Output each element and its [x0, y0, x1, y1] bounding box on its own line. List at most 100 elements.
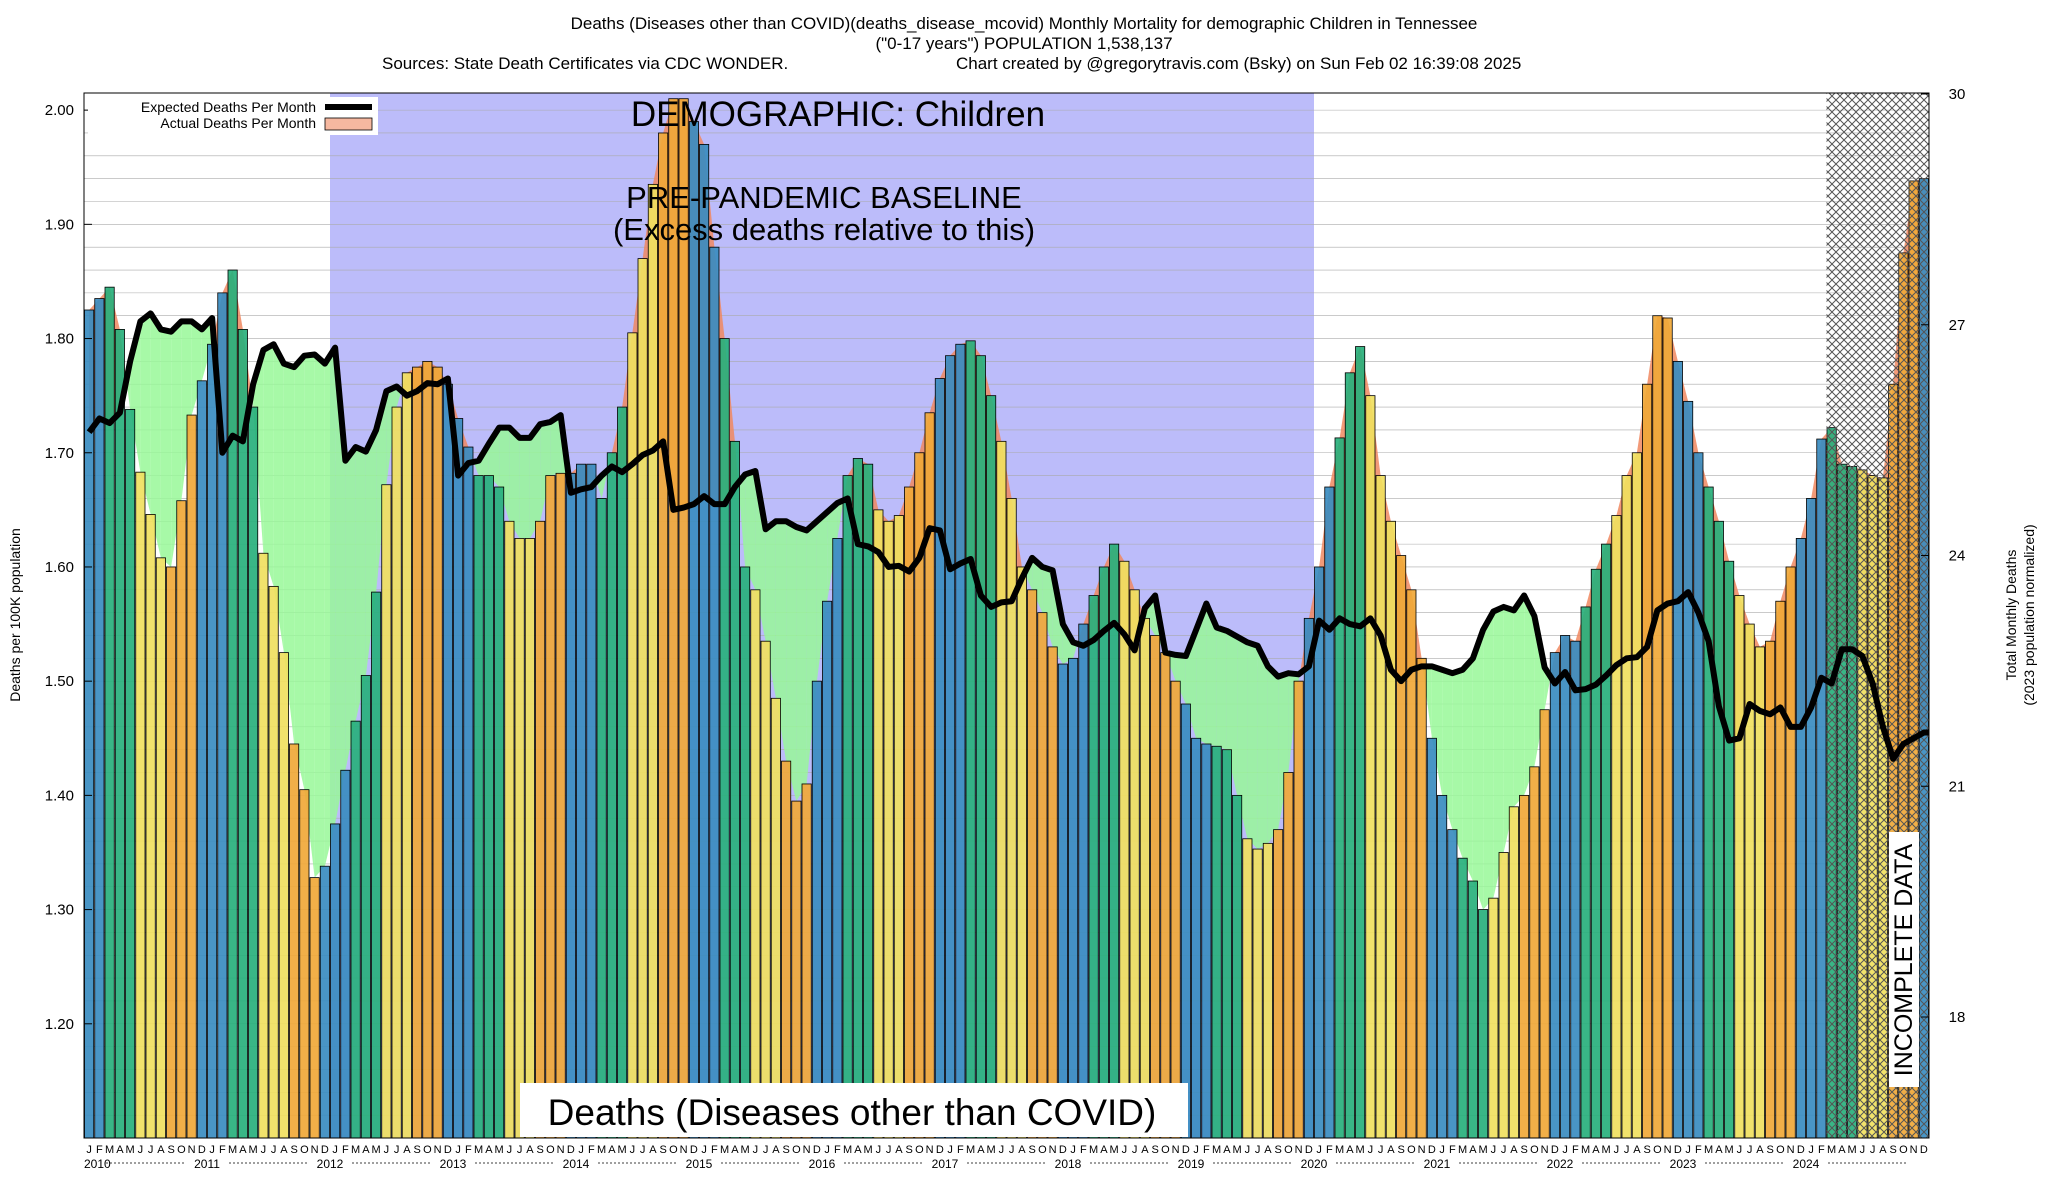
- x-month-label: S: [1643, 1144, 1650, 1156]
- bar: [1324, 486, 1335, 1138]
- bar: [1355, 346, 1366, 1138]
- sources-note: Sources: State Death Certificates via CD…: [382, 54, 789, 73]
- x-month-label: O: [1776, 1144, 1785, 1156]
- bar: [1437, 794, 1448, 1138]
- x-month-label: A: [649, 1144, 657, 1156]
- bar: [893, 515, 904, 1138]
- x-year-label: 2016: [809, 1157, 836, 1171]
- x-month-label: N: [1541, 1144, 1549, 1156]
- x-month-label: O: [300, 1144, 309, 1156]
- deficit-fill: [509, 427, 520, 539]
- deficit-fill: [376, 391, 387, 593]
- deficit-fill: [519, 437, 530, 539]
- bar: [1960, 249, 1969, 1138]
- incomplete-label-box: [1889, 832, 1919, 1087]
- legend-label-expected: Expected Deaths Per Month: [141, 99, 316, 115]
- x-month-label: J: [640, 1144, 646, 1156]
- bar: [155, 557, 166, 1138]
- y2-tick-label: 18: [1949, 1009, 1966, 1026]
- bar: [196, 380, 207, 1138]
- bar: [1139, 617, 1150, 1138]
- deficit-fill: [1431, 666, 1443, 796]
- x-month-label: N: [1910, 1144, 1918, 1156]
- x-month-label: S: [1397, 1144, 1404, 1156]
- deficit-fill: [499, 427, 510, 522]
- x-month-label: A: [1756, 1144, 1764, 1156]
- x-year-label: 2015: [686, 1157, 713, 1171]
- bar: [1078, 623, 1089, 1138]
- x-month-label: J: [1378, 1144, 1384, 1156]
- x-month-label: J: [138, 1144, 144, 1156]
- y-tick-label: 1.30: [45, 902, 74, 919]
- bar: [1365, 395, 1376, 1138]
- x-month-label: S: [1151, 1144, 1158, 1156]
- deficit-fill: [263, 344, 274, 587]
- deficit-fill: [1165, 652, 1176, 682]
- x-month-label: N: [1295, 1144, 1303, 1156]
- bar: [1242, 838, 1253, 1138]
- x-month-label: J: [1614, 1144, 1620, 1156]
- bar: [371, 591, 382, 1138]
- bar: [1570, 640, 1581, 1138]
- x-month-label: M: [1602, 1144, 1611, 1156]
- x-month-label: A: [1879, 1144, 1887, 1156]
- y-tick-label: 1.60: [45, 559, 74, 576]
- deficit-fill: [283, 363, 295, 744]
- bar: [1191, 737, 1202, 1138]
- x-month-label: F: [1203, 1144, 1210, 1156]
- x-month-label: D: [936, 1144, 944, 1156]
- bar: [617, 406, 628, 1138]
- bar: [2001, 339, 2010, 1138]
- bar: [258, 552, 269, 1138]
- bar: [873, 509, 884, 1138]
- x-month-label: A: [403, 1144, 411, 1156]
- x-month-label: J: [1316, 1144, 1322, 1156]
- x-month-label: F: [1080, 1144, 1087, 1156]
- bar: [709, 246, 720, 1138]
- x-month-label: J: [753, 1144, 759, 1156]
- bar: [442, 383, 453, 1138]
- bar: [299, 789, 310, 1138]
- bar: [955, 343, 966, 1138]
- legend-label-actual: Actual Deaths Per Month: [160, 115, 316, 131]
- bar: [1027, 589, 1038, 1138]
- y2-axis-label-2: (2023 population normalized): [2021, 524, 2037, 705]
- deficit-fill: [1493, 606, 1504, 899]
- x-month-label: S: [905, 1144, 912, 1156]
- deficit-fill: [540, 421, 551, 522]
- bar: [483, 475, 494, 1138]
- deficit-fill: [1483, 611, 1494, 910]
- y2-tick-label: 21: [1949, 778, 1966, 795]
- x-month-label: A: [731, 1144, 739, 1156]
- x-month-label: J: [332, 1144, 338, 1156]
- bar: [535, 520, 546, 1138]
- x-month-label: F: [1449, 1144, 1456, 1156]
- deficit-fill: [181, 321, 192, 501]
- bar: [842, 475, 853, 1138]
- x-month-label: M: [1356, 1144, 1365, 1156]
- y-tick-label: 2.00: [45, 102, 74, 119]
- bar: [1273, 829, 1284, 1138]
- x-month-label: F: [834, 1144, 841, 1156]
- x-month-label: M: [1233, 1144, 1242, 1156]
- bar: [1150, 635, 1161, 1138]
- excess-fill: [1955, 196, 1965, 733]
- deficit-fill: [304, 354, 315, 878]
- x-month-label: M: [1335, 1144, 1344, 1156]
- x-month-label: F: [219, 1144, 226, 1156]
- x-month-label: O: [1899, 1144, 1908, 1156]
- x-month-label: A: [1387, 1144, 1395, 1156]
- x-month-label: J: [999, 1144, 1005, 1156]
- bar: [1744, 623, 1755, 1138]
- subtitle-box: [520, 1083, 1188, 1137]
- x-month-label: J: [1501, 1144, 1507, 1156]
- bar: [2042, 641, 2048, 1138]
- x-month-label: D: [321, 1144, 329, 1156]
- bar: [1765, 640, 1776, 1138]
- bar: [330, 823, 341, 1138]
- x-year-label: 2014: [563, 1157, 590, 1171]
- x-month-label: N: [803, 1144, 811, 1156]
- deficit-fill: [1452, 669, 1463, 859]
- bar: [289, 743, 300, 1138]
- x-month-label: A: [116, 1144, 124, 1156]
